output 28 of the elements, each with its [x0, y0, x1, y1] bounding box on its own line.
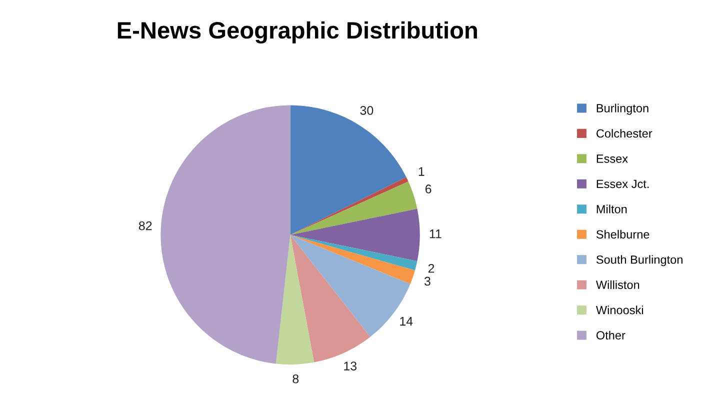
legend-label: Colchester: [596, 128, 652, 138]
pie-slice: [290, 208, 420, 262]
legend-label: Other: [596, 330, 626, 340]
data-label: 14: [400, 317, 413, 326]
pie-slice: [290, 234, 370, 362]
legend-label: Milton: [596, 204, 627, 214]
data-label: 3: [424, 276, 430, 286]
chart-title: E-News Geographic Distribution: [118, 21, 477, 44]
pie-slice: [160, 105, 290, 364]
pie-slice: [276, 234, 314, 364]
data-label: 13: [344, 362, 357, 370]
pie-slice: [290, 234, 415, 284]
data-label: 1: [418, 167, 424, 176]
legend-label: Williston: [596, 280, 640, 290]
legend-label: South Burlington: [596, 255, 682, 266]
legend-label: Essex Jct.: [596, 180, 649, 188]
data-label: 8: [292, 374, 299, 384]
pie-slice: [290, 105, 406, 235]
data-label: 11: [430, 230, 442, 238]
legend-label: Winooski: [596, 306, 644, 314]
data-label: 30: [360, 106, 374, 115]
legend-label: Shelburne: [596, 230, 650, 239]
legend-label: Burlington: [596, 104, 648, 115]
legend-label: Essex: [596, 154, 628, 163]
data-label: 82: [138, 221, 152, 230]
data-label: 6: [425, 184, 432, 194]
pie-slice: [290, 234, 418, 270]
data-label: 2: [428, 264, 434, 273]
